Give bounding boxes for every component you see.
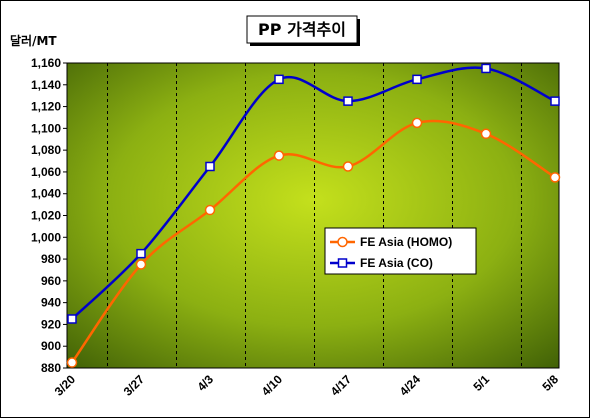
data-point (274, 74, 284, 85)
series-0 (66, 117, 561, 368)
y-tick-label: 960 (41, 274, 61, 288)
series-1 (67, 63, 560, 324)
y-tick-label: 1,080 (31, 143, 61, 157)
data-point (342, 161, 354, 172)
data-point (412, 74, 422, 85)
legend: FE Asia (HOMO) FE Asia (CO) (324, 227, 477, 275)
y-axis-unit: 달러/MT (10, 33, 57, 48)
y-tick-label: 1,160 (31, 56, 61, 70)
y-tick-label: 1,140 (31, 78, 61, 92)
y-tick-label: 1,020 (31, 209, 61, 223)
data-point (204, 204, 216, 216)
y-tick-label: 1,000 (31, 230, 61, 244)
data-point (66, 357, 78, 368)
data-point (480, 128, 492, 140)
data-point (136, 248, 146, 259)
chart-title: PP 가격추이 (258, 20, 346, 39)
data-point (273, 150, 285, 161)
y-tick-label: 940 (41, 296, 61, 310)
data-point (481, 63, 491, 74)
data-point (549, 172, 561, 183)
series (66, 63, 561, 368)
legend-marker (337, 258, 348, 268)
data-point (205, 161, 215, 172)
legend-marker (337, 236, 348, 248)
series-line (71, 66, 556, 320)
data-point (67, 314, 77, 324)
y-tick-label: 1,040 (31, 187, 61, 201)
plot-area (67, 63, 559, 368)
y-tick-label: 920 (41, 317, 61, 331)
y-tick-label: 1,100 (31, 121, 61, 135)
data-point (411, 117, 423, 129)
data-point (135, 259, 147, 270)
y-tick-label: 1,060 (31, 165, 61, 179)
y-tick-label: 1,120 (31, 100, 61, 114)
data-point (550, 96, 560, 106)
legend-box (324, 227, 477, 275)
legend-label: FE Asia (HOMO) (360, 235, 452, 249)
data-point (343, 96, 353, 106)
y-tick-label: 980 (41, 252, 61, 266)
y-tick-label: 900 (41, 339, 61, 353)
legend-label: FE Asia (CO) (360, 256, 433, 270)
title-box (246, 15, 358, 44)
y-tick-label: 880 (41, 361, 61, 375)
